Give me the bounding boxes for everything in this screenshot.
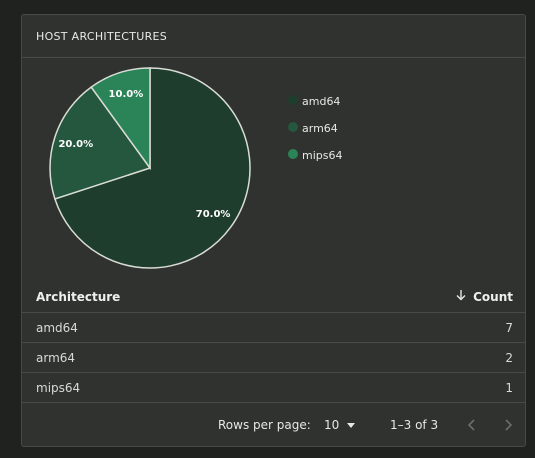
pie-slice-amd64[interactable] <box>53 67 251 269</box>
legend-label: mips64 <box>302 149 343 162</box>
rows-per-page-label: Rows per page: <box>218 418 311 432</box>
pie-slice-label: 10.0% <box>109 89 144 100</box>
caret-down-icon <box>347 422 356 428</box>
legend-label: arm64 <box>302 122 338 135</box>
legend-item-arm64[interactable]: arm64 <box>288 115 342 142</box>
legend-dot-icon <box>288 148 298 159</box>
legend-item-amd64[interactable]: amd64 <box>288 88 342 115</box>
pie-slice-arm64[interactable] <box>49 86 152 200</box>
legend-label: amd64 <box>302 95 341 108</box>
pie-chart-area: 70.0% 20.0% 10.0% amd64 arm64 mips64 <box>22 58 525 283</box>
arrow-down-sort-icon <box>455 289 467 304</box>
pagination-range: 1–3 of 3 <box>390 418 439 432</box>
pie-slice-label: 20.0% <box>58 139 93 150</box>
legend-dot-icon <box>288 121 298 132</box>
next-page-button[interactable] <box>501 418 515 432</box>
pie-chart: 70.0% 20.0% 10.0% <box>49 67 251 269</box>
cell-count: 2 <box>505 350 513 365</box>
table-row: arm64 2 <box>22 343 525 373</box>
pie-slice-label: 70.0% <box>196 209 231 220</box>
column-header-architecture[interactable]: Architecture <box>36 289 121 304</box>
card-header: HOST ARCHITECTURES <box>22 15 525 58</box>
architecture-table: Architecture Count amd64 7 arm64 2 mips6… <box>22 281 525 403</box>
legend-dot-icon <box>288 94 298 105</box>
chevron-right-icon <box>505 419 513 431</box>
table-pagination: Rows per page: 10 1–3 of 3 <box>22 402 525 446</box>
previous-page-button[interactable] <box>465 418 479 432</box>
cell-architecture: amd64 <box>36 320 78 335</box>
table-row: amd64 7 <box>22 313 525 343</box>
column-header-count-label: Count <box>473 289 513 304</box>
chart-legend: amd64 arm64 mips64 <box>288 88 342 169</box>
cell-architecture: mips64 <box>36 380 81 395</box>
table-header-row: Architecture Count <box>22 281 525 313</box>
legend-item-mips64[interactable]: mips64 <box>288 142 342 169</box>
table-row: mips64 1 <box>22 373 525 403</box>
card-title: HOST ARCHITECTURES <box>36 29 168 43</box>
column-header-count[interactable]: Count <box>455 289 513 304</box>
chevron-left-icon <box>467 419 475 431</box>
cell-count: 1 <box>505 380 513 395</box>
rows-per-page-select[interactable]: 10 <box>324 418 356 432</box>
pie-slice-mips64[interactable] <box>90 67 151 171</box>
cell-count: 7 <box>505 320 513 335</box>
rows-per-page-value: 10 <box>324 418 340 432</box>
host-architectures-card: HOST ARCHITECTURES 70.0% 20.0% 10.0% amd64… <box>21 14 526 447</box>
cell-architecture: arm64 <box>36 350 76 365</box>
